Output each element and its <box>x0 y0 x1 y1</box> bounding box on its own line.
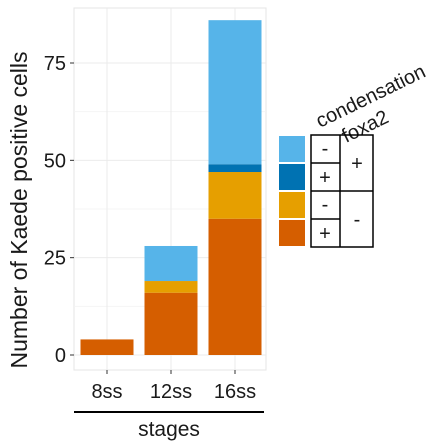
x-axis-ticks: 8ss 12ss 16ss <box>91 370 256 403</box>
legend-swatch-1 <box>279 136 305 162</box>
legend-swatches <box>279 136 305 246</box>
bar-segment-16ss-s3 <box>208 164 262 173</box>
bar-segment-16ss-s4 <box>208 20 262 165</box>
legend-condensation-sign-2: + <box>319 167 331 189</box>
bar-segment-16ss-s2 <box>208 172 262 219</box>
legend-foxa2-sign-1: + <box>351 153 363 175</box>
bar-segment-12ss-s2 <box>144 281 198 293</box>
y-tick-label: 50 <box>44 150 66 172</box>
legend-condensation-sign-1: - <box>322 138 329 160</box>
legend-swatch-4 <box>279 220 305 246</box>
legend-condensation-sign-3: - <box>322 194 329 216</box>
bar-segment-8ss-s1 <box>80 339 134 355</box>
bar-segment-12ss-s1 <box>144 292 198 355</box>
x-tick-label-12ss: 12ss <box>150 381 192 403</box>
y-tick-label: 75 <box>44 53 66 75</box>
y-axis-ticks: 0 25 50 75 <box>44 53 74 367</box>
bar-segment-16ss-s1 <box>208 218 262 355</box>
x-tick-label-16ss: 16ss <box>214 381 256 403</box>
legend-swatch-3 <box>279 192 305 218</box>
legend: condensation foxa2 - + - + + - <box>279 61 429 248</box>
legend-foxa2-sign-2: - <box>354 209 361 231</box>
y-tick-label: 25 <box>44 248 66 270</box>
legend-swatch-2 <box>279 164 305 190</box>
x-axis-title: stages <box>138 418 200 441</box>
legend-condensation-sign-4: + <box>319 223 331 245</box>
y-axis-title: Number of Kaede positive cells <box>6 51 32 368</box>
bar-segment-12ss-s4 <box>144 245 198 282</box>
y-tick-label: 0 <box>55 345 66 367</box>
bars <box>80 20 262 355</box>
x-tick-label-8ss: 8ss <box>91 381 122 403</box>
